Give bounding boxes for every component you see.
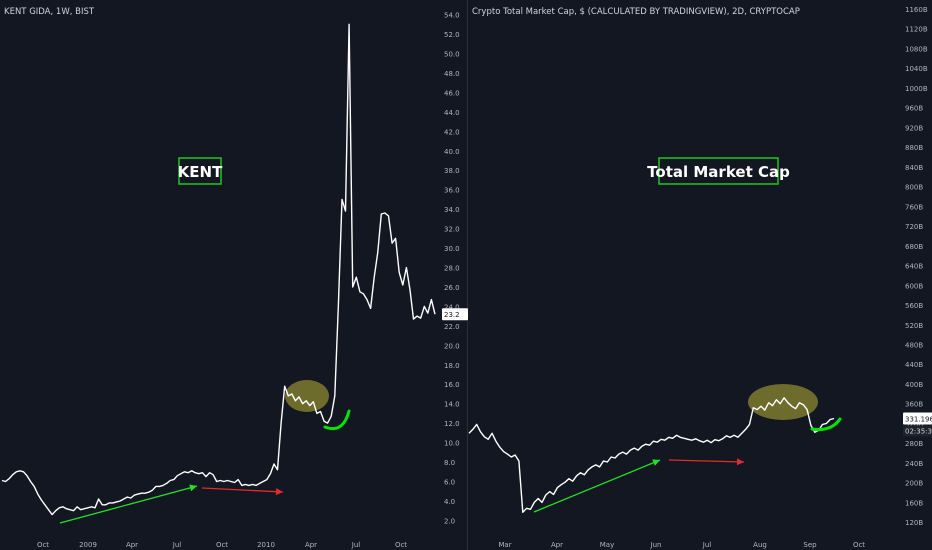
y-tick-label: 48.0	[444, 70, 460, 78]
rebound-arc	[810, 417, 842, 431]
countdown-label: 02:35:36	[905, 428, 932, 436]
y-tick-label: 840B	[905, 164, 923, 172]
y-tick-label: 6.0	[444, 479, 455, 487]
last-value-tag: 23.2	[442, 308, 468, 321]
y-tick-label: 40.0	[444, 148, 460, 156]
y-tick-label: 640B	[905, 263, 923, 271]
y-tick-label: 16.0	[444, 381, 460, 389]
y-axis: 120B160B200B240B280B320B360B400B440B480B…	[905, 6, 928, 527]
uptrend-arrow	[533, 459, 661, 513]
y-tick-label: 360B	[905, 401, 923, 409]
y-tick-label: 680B	[905, 243, 923, 251]
y-tick-label: 600B	[905, 282, 923, 290]
y-tick-label: 1160B	[905, 6, 928, 14]
y-tick-label: 920B	[905, 124, 923, 132]
y-tick-label: 1080B	[905, 45, 928, 53]
chart-label: Total Market Cap	[647, 163, 790, 181]
y-axis: 2.0 4.0 6.0 8.0 10.0 12.0 14.0 16.0 18.0 20.0 22.0…	[444, 12, 460, 526]
y-tick-label: 22.0	[444, 323, 460, 331]
y-tick-label: 18.0	[444, 362, 460, 370]
last-value-label: 331.196B	[905, 416, 932, 424]
y-tick-label: 480B	[905, 341, 923, 349]
x-tick-label: Mar	[498, 541, 511, 549]
y-tick-label: 14.0	[444, 401, 460, 409]
x-axis: Mar Apr May Jun Jul Aug Sep Oct	[498, 541, 865, 549]
x-tick-label: May	[600, 541, 614, 549]
y-tick-label: 440B	[905, 361, 923, 369]
chart-title: KENT GIDA, 1W, BIST	[4, 7, 95, 17]
x-tick-label: 2009	[79, 541, 97, 549]
price-line	[468, 397, 835, 513]
sideways-arrow	[668, 458, 745, 466]
chart-label-box: Total Market Cap	[647, 157, 790, 185]
highlight-ellipse	[748, 384, 818, 420]
y-tick-label: 1040B	[905, 65, 928, 73]
y-tick-label: 54.0	[444, 12, 460, 20]
x-tick-label: Apr	[126, 541, 138, 549]
x-tick-label: Jul	[702, 541, 712, 549]
last-value-label: 23.2	[444, 311, 460, 319]
market-cap-chart-panel: Crypto Total Market Cap, $ (CALCULATED B…	[468, 6, 932, 549]
y-tick-label: 38.0	[444, 167, 460, 175]
y-tick-label: 160B	[905, 499, 923, 507]
x-tick-label: Jul	[351, 541, 361, 549]
y-tick-label: 200B	[905, 480, 923, 488]
y-tick-label: 46.0	[444, 89, 460, 97]
y-tick-label: 20.0	[444, 342, 460, 350]
rebound-arc	[323, 409, 351, 431]
y-tick-label: 520B	[905, 322, 923, 330]
y-tick-label: 120B	[905, 519, 923, 527]
y-tick-label: 560B	[905, 302, 923, 310]
y-tick-label: 720B	[905, 223, 923, 231]
chart-label-box: KENT	[178, 157, 223, 185]
chart-label: KENT	[178, 163, 223, 181]
x-tick-label: Oct	[216, 541, 228, 549]
y-tick-label: 12.0	[444, 420, 460, 428]
y-tick-label: 280B	[905, 440, 923, 448]
x-tick-label: Sep	[803, 541, 817, 549]
x-tick-label: Oct	[853, 541, 865, 549]
y-tick-label: 34.0	[444, 206, 460, 214]
y-tick-label: 32.0	[444, 226, 460, 234]
y-tick-label: 44.0	[444, 109, 460, 117]
y-tick-label: 50.0	[444, 51, 460, 59]
y-tick-label: 8.0	[444, 459, 455, 467]
y-tick-label: 24.0	[444, 303, 460, 311]
price-line	[1, 23, 436, 516]
y-tick-label: 36.0	[444, 187, 460, 195]
y-tick-label: 760B	[905, 203, 923, 211]
x-tick-label: Apr	[551, 541, 563, 549]
y-tick-label: 960B	[905, 105, 923, 113]
chart-title: Crypto Total Market Cap, $ (CALCULATED B…	[472, 7, 800, 17]
x-tick-label: Jun	[650, 541, 662, 549]
uptrend-arrow	[59, 484, 198, 524]
y-tick-label: 28.0	[444, 265, 460, 273]
y-tick-label: 400B	[905, 381, 923, 389]
y-tick-label: 2.0	[444, 517, 455, 525]
sideways-arrow	[201, 487, 284, 496]
x-axis: Oct 2009 Apr Jul Oct 2010 Apr Jul Oct	[37, 541, 407, 549]
y-tick-label: 240B	[905, 460, 923, 468]
y-tick-label: 52.0	[444, 31, 460, 39]
highlight-ellipse	[285, 380, 329, 412]
y-tick-label: 800B	[905, 184, 923, 192]
y-tick-label: 1120B	[905, 26, 928, 34]
y-tick-label: 26.0	[444, 284, 460, 292]
y-tick-label: 10.0	[444, 440, 460, 448]
x-tick-label: Oct	[37, 541, 49, 549]
y-tick-label: 1000B	[905, 85, 928, 93]
x-tick-label: Apr	[305, 541, 317, 549]
y-tick-label: 4.0	[444, 498, 455, 506]
y-tick-label: 42.0	[444, 128, 460, 136]
x-tick-label: Oct	[395, 541, 407, 549]
x-tick-label: Jul	[172, 541, 182, 549]
kent-chart-panel: KENT GIDA, 1W, BIST 2.0 4.0 6.0 8.0 10.0 12.0 1…	[1, 7, 468, 549]
y-tick-label: 880B	[905, 144, 923, 152]
x-tick-label: Aug	[753, 541, 767, 549]
x-tick-label: 2010	[257, 541, 275, 549]
last-value-tag: 331.196B 02:35:36	[903, 412, 932, 437]
y-tick-label: 30.0	[444, 245, 460, 253]
